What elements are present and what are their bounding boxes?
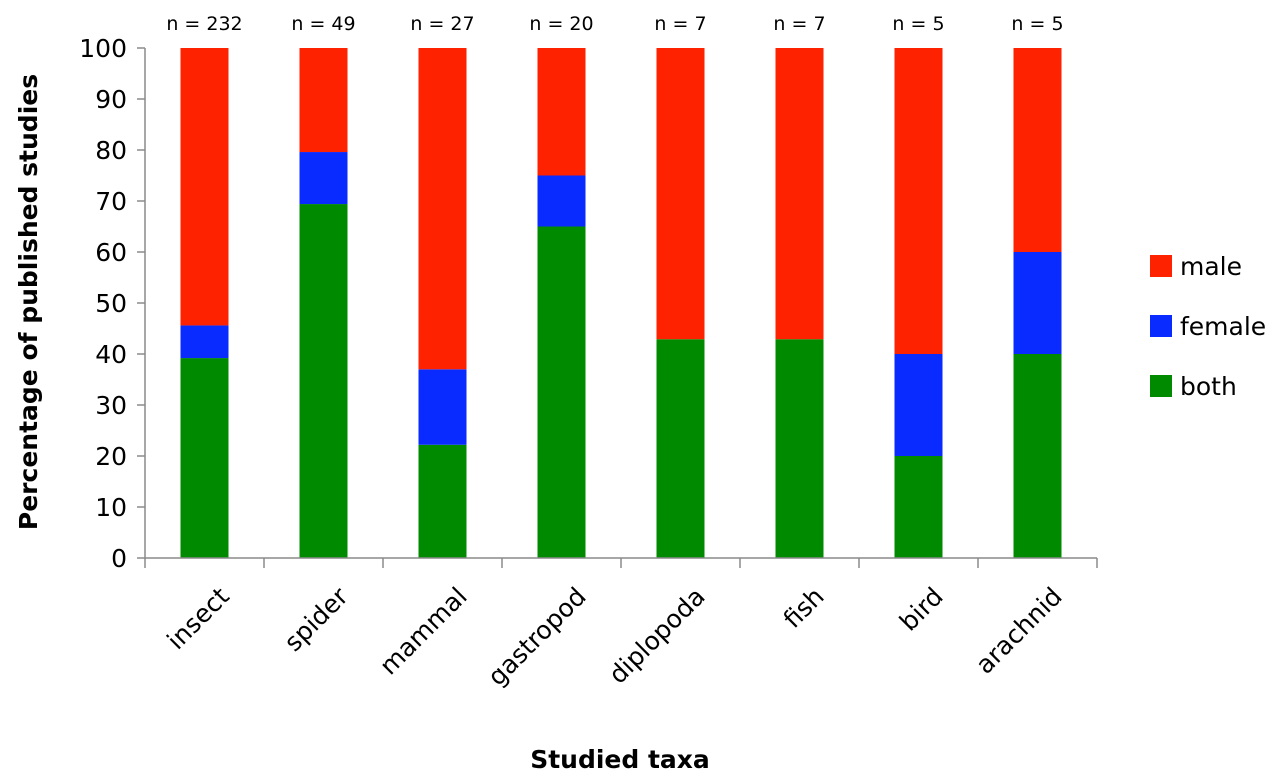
x-tick-label-mammal: mammal bbox=[374, 582, 473, 681]
y-axis-title: Percentage of published studies bbox=[14, 74, 43, 530]
y-tick-label-90: 90 bbox=[95, 85, 127, 114]
bar-spider-male bbox=[299, 48, 348, 153]
legend-label-male: male bbox=[1180, 252, 1242, 281]
x-tick-label-insect: insect bbox=[161, 582, 234, 655]
x-tick-label-gastropod: gastropod bbox=[482, 582, 592, 692]
bar-fish-male bbox=[775, 48, 824, 340]
n-annotation-gastropod: n = 20 bbox=[529, 13, 593, 35]
axes: insect spider mammal gastropod diplopoda fish… bbox=[79, 34, 1098, 692]
y-tick-label-0: 0 bbox=[111, 544, 127, 573]
n-annotation-insect: n = 232 bbox=[166, 13, 242, 35]
bar-insect-both bbox=[180, 358, 229, 558]
bar-arachnid-female bbox=[1013, 252, 1062, 354]
legend-label-both: both bbox=[1180, 372, 1237, 401]
bar-spider-both bbox=[299, 204, 348, 558]
x-tick-label-bird: bird bbox=[894, 582, 949, 637]
x-tick-label-spider: spider bbox=[279, 581, 355, 657]
bar-insect-female bbox=[180, 325, 229, 359]
y-tick-label-30: 30 bbox=[95, 391, 127, 420]
x-tick-label-arachnid: arachnid bbox=[970, 582, 1068, 680]
legend-swatch-female bbox=[1150, 315, 1172, 337]
x-tick-label-diplopoda: diplopoda bbox=[603, 582, 711, 690]
bar-mammal-male bbox=[418, 48, 467, 370]
bar-mammal-female bbox=[418, 369, 467, 445]
y-tick-label-70: 70 bbox=[95, 187, 127, 216]
plot-area bbox=[180, 48, 1062, 558]
legend-swatch-male bbox=[1150, 255, 1172, 277]
y-tick-label-40: 40 bbox=[95, 340, 127, 369]
bar-gastropod-male bbox=[537, 48, 586, 176]
x-tick-label-fish: fish bbox=[778, 582, 830, 634]
bar-gastropod-female bbox=[537, 175, 586, 227]
n-annotation-fish: n = 7 bbox=[773, 13, 825, 35]
legend: male female both bbox=[1150, 252, 1266, 401]
n-annotation-diplopoda: n = 7 bbox=[654, 13, 706, 35]
bar-gastropod-both bbox=[537, 226, 586, 558]
bar-bird-both bbox=[894, 456, 943, 558]
n-annotation-mammal: n = 27 bbox=[410, 13, 474, 35]
bar-insect-male bbox=[180, 48, 229, 326]
bar-arachnid-both bbox=[1013, 354, 1062, 558]
legend-label-female: female bbox=[1180, 312, 1266, 341]
bar-bird-male bbox=[894, 48, 943, 354]
y-tick-label-100: 100 bbox=[79, 34, 127, 63]
x-axis-title: Studied taxa bbox=[530, 745, 710, 774]
bar-spider-female bbox=[299, 152, 348, 205]
n-annotation-arachnid: n = 5 bbox=[1011, 13, 1063, 35]
bar-arachnid-male bbox=[1013, 48, 1062, 252]
bar-annotations: n = 232 n = 49 n = 27 n = 20 n = 7 n = 7 n = 5… bbox=[166, 13, 1063, 35]
bar-diplopoda-both bbox=[656, 339, 705, 558]
y-tick-label-10: 10 bbox=[95, 493, 127, 522]
n-annotation-bird: n = 5 bbox=[892, 13, 944, 35]
y-tick-label-20: 20 bbox=[95, 442, 127, 471]
bar-diplopoda-male bbox=[656, 48, 705, 340]
y-tick-label-50: 50 bbox=[95, 289, 127, 318]
y-tick-label-60: 60 bbox=[95, 238, 127, 267]
y-tick-label-80: 80 bbox=[95, 136, 127, 165]
legend-swatch-both bbox=[1150, 375, 1172, 397]
bar-bird-female bbox=[894, 354, 943, 456]
bar-fish-both bbox=[775, 339, 824, 558]
bar-mammal-both bbox=[418, 444, 467, 558]
n-annotation-spider: n = 49 bbox=[291, 13, 355, 35]
